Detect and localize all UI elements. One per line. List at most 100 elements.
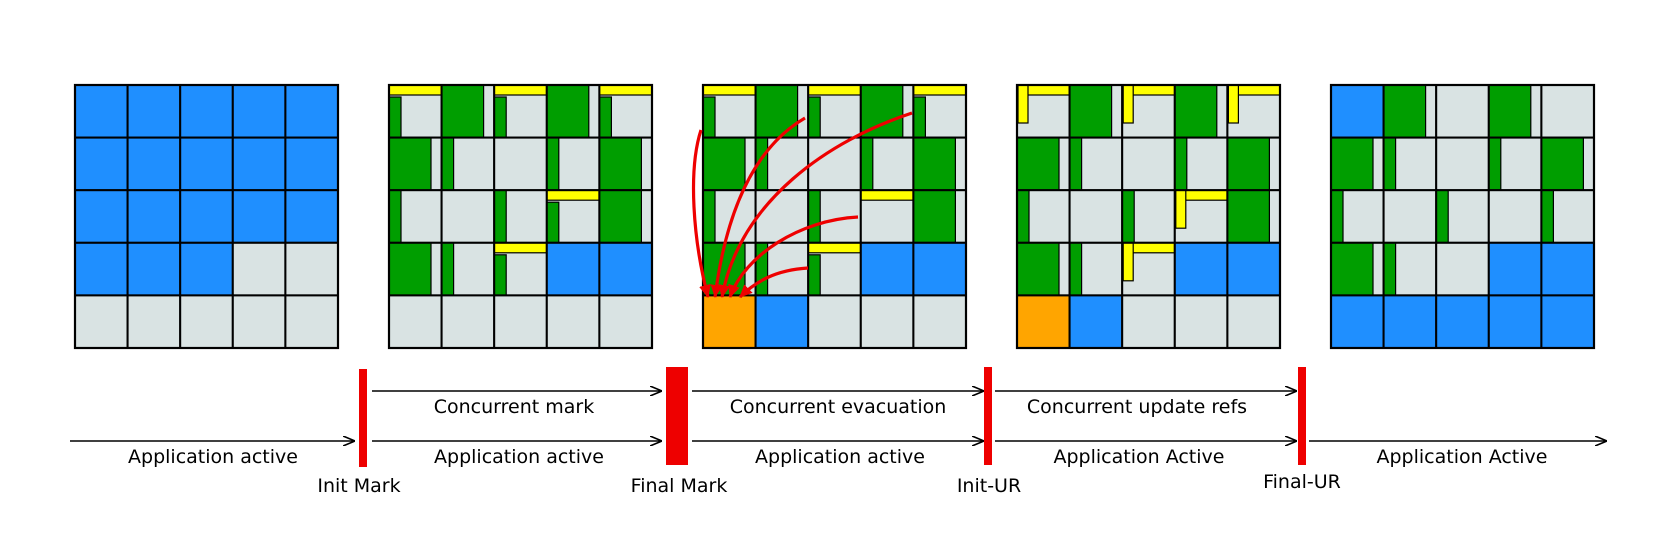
region-fill xyxy=(232,85,286,138)
heap-region xyxy=(1173,136,1229,192)
tams-pointer-bar xyxy=(702,84,757,96)
heap-region xyxy=(1226,241,1282,297)
marked-live-block xyxy=(1382,137,1397,191)
marked-live-block xyxy=(1174,84,1218,139)
marked-live-block xyxy=(1016,137,1060,191)
heap-region xyxy=(231,136,287,192)
region-fill xyxy=(441,295,495,348)
region-fill xyxy=(1331,85,1384,138)
heap-region xyxy=(1068,136,1124,192)
heap-region xyxy=(493,241,548,297)
marked-live-block xyxy=(702,189,716,244)
marked-live-block xyxy=(1016,189,1030,244)
heap-region xyxy=(284,189,339,244)
region-fill xyxy=(546,295,600,348)
heap-after-cleanup xyxy=(1329,83,1596,350)
marked-live-block xyxy=(546,137,560,191)
phase-app-label-1: Application active xyxy=(434,446,604,468)
heap-region xyxy=(231,84,287,139)
pause-bar-final-ur xyxy=(1298,367,1306,465)
heap-region xyxy=(126,189,182,244)
region-fill xyxy=(1488,295,1542,348)
heap-region xyxy=(1016,294,1071,349)
heap-region xyxy=(545,189,601,244)
heap-region xyxy=(1121,136,1176,192)
heap-region xyxy=(440,189,496,244)
region-fill xyxy=(860,295,914,348)
region-fill xyxy=(494,295,547,348)
region-fill xyxy=(1227,242,1280,296)
heap-region xyxy=(754,84,810,139)
heap-region xyxy=(1382,241,1438,297)
region-fill xyxy=(1017,295,1070,348)
region-fill xyxy=(1436,137,1489,191)
marked-live-block xyxy=(598,96,613,139)
heap-region xyxy=(1487,241,1543,297)
heap-region xyxy=(388,136,443,192)
region-fill xyxy=(127,190,181,243)
region-fill xyxy=(1174,242,1228,296)
updated-refs-block xyxy=(1175,189,1187,229)
heap-region xyxy=(231,294,287,349)
heap-region xyxy=(1068,241,1124,297)
phase-app-label-2: Application active xyxy=(755,446,925,468)
heap-region xyxy=(807,241,862,297)
tams-pointer-bar xyxy=(807,242,862,254)
heap-region xyxy=(1173,294,1229,349)
heap-region xyxy=(1330,241,1385,297)
marked-live-block xyxy=(388,137,432,191)
heap-before xyxy=(73,83,340,350)
heap-region xyxy=(284,241,339,297)
region-fill xyxy=(1541,85,1594,138)
heap-region xyxy=(74,189,129,244)
heap-region xyxy=(1016,241,1071,297)
heap-region xyxy=(440,136,496,192)
heap-region xyxy=(1487,136,1543,192)
heap-region xyxy=(1435,189,1490,244)
heap-region xyxy=(912,84,968,139)
heap-region xyxy=(1435,84,1490,139)
tams-pointer-bar xyxy=(546,189,600,201)
heap-region xyxy=(1068,294,1124,349)
region-fill xyxy=(599,242,652,296)
heap-region xyxy=(1173,189,1229,244)
region-fill xyxy=(75,295,128,348)
pause-bar-init-ur xyxy=(984,367,992,465)
heap-region xyxy=(598,136,654,192)
heap-region xyxy=(284,294,339,349)
marked-live-block xyxy=(1488,137,1502,191)
heap-region xyxy=(1330,294,1385,349)
heap-region xyxy=(1173,241,1229,297)
heap-after-update-refs xyxy=(1015,83,1282,350)
heap-region xyxy=(1487,294,1543,349)
heap-region xyxy=(1487,84,1543,139)
heap-region xyxy=(1226,84,1282,139)
marked-live-block xyxy=(441,84,485,139)
region-fill xyxy=(1174,295,1228,348)
heap-region xyxy=(545,294,601,349)
region-fill xyxy=(703,295,756,348)
region-fill xyxy=(127,137,181,191)
region-fill xyxy=(913,295,966,348)
heap-region xyxy=(912,241,968,297)
marked-live-block xyxy=(1016,242,1060,297)
region-fill xyxy=(755,295,809,348)
heap-region xyxy=(1016,189,1071,244)
region-fill xyxy=(1436,242,1489,296)
region-fill xyxy=(232,242,286,296)
heap-region xyxy=(440,241,496,297)
marked-live-block xyxy=(1226,189,1271,244)
region-fill xyxy=(389,295,442,348)
heap-region xyxy=(1226,294,1282,349)
region-fill xyxy=(913,242,966,296)
marked-live-block xyxy=(807,254,821,297)
region-fill xyxy=(599,295,652,348)
region-fill xyxy=(755,190,809,243)
phase-app-label-3: Application Active xyxy=(1054,446,1225,468)
heap-region xyxy=(1435,294,1490,349)
heap-region xyxy=(1068,84,1124,139)
heap-region xyxy=(912,294,968,349)
heap-region xyxy=(1330,136,1385,192)
tams-pointer-bar xyxy=(912,84,967,96)
heap-region xyxy=(1121,189,1176,244)
